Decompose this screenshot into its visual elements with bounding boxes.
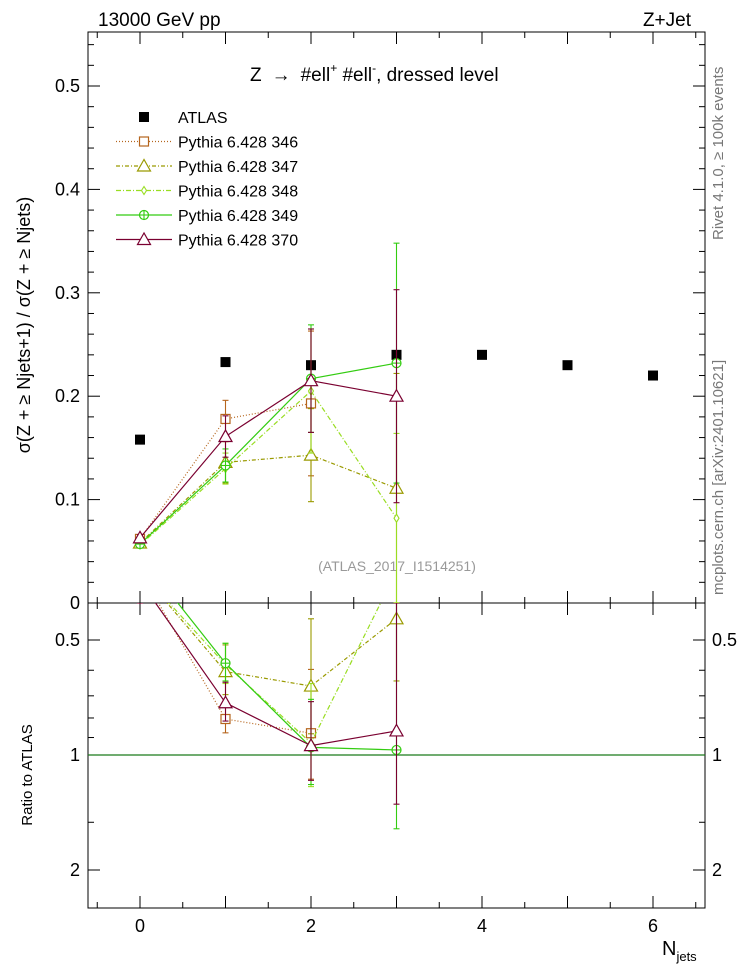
main-series-line: [139, 390, 397, 546]
energy-label: 13000 GeV pp: [98, 10, 221, 31]
y-axis-label-ratio: Ratio to ATLAS: [19, 724, 36, 825]
main-data-point: [393, 513, 400, 524]
main-series-line: [139, 454, 397, 544]
ratio-data-point: [138, 567, 143, 575]
ratio-y-tick-label-right: 1: [712, 745, 722, 765]
ratio-y-tick-label: 1: [70, 745, 80, 765]
ratio-y-tick-label-right: 2: [712, 860, 722, 880]
y-tick-label: 0.5: [55, 76, 80, 96]
main-data-point: [303, 372, 319, 387]
main-series-5: [132, 289, 405, 544]
legend: ATLAS Pythia 6.428 346 Pythia 6.428 347 Pyt…: [116, 110, 298, 250]
ratio-series-layer: [134, 551, 405, 830]
legend-marker: [136, 158, 152, 172]
legend-marker: [140, 185, 148, 196]
main-series-4: [134, 242, 402, 550]
y-tick-label: 0.4: [55, 179, 80, 199]
rivet-label: Rivet 4.1.0, ≥ 100k events: [710, 67, 727, 240]
ratio-series-line: [154, 603, 397, 747]
ratio-data-point: [303, 737, 319, 752]
main-data-point: [562, 360, 573, 371]
x-tick-label: 4: [477, 916, 487, 936]
ratio-series-4: [134, 574, 405, 805]
x-tick-label: 2: [306, 916, 316, 936]
ratio-series-line: [166, 603, 397, 687]
legend-label: Pythia 6.428 346: [178, 135, 298, 152]
ratio-axis-ticks: 0 2 4 6 0.5 0.5 1 1 2 2: [55, 630, 737, 936]
y-tick-label: 0: [70, 593, 80, 613]
main-data-point: [217, 428, 234, 443]
main-series-line: [139, 362, 397, 545]
ratio-series-3: [136, 551, 402, 830]
ratio-data-point: [220, 658, 231, 669]
ratio-y-tick-label: 0.5: [55, 630, 80, 650]
main-data-point: [648, 370, 658, 381]
ratio-data-point: [134, 574, 147, 586]
main-data-point: [135, 434, 145, 445]
y-tick-label: 0.1: [55, 490, 80, 510]
main-series-line: [139, 380, 397, 539]
ratio-data-point: [136, 551, 145, 560]
legend-entry: Pythia 6.428 349: [116, 208, 298, 225]
main-axis-ticks: 0 0.1 0.2 0.3 0.4 0.5: [55, 32, 705, 908]
legend-label: ATLAS: [178, 110, 228, 127]
x-tick-label: 0: [135, 916, 145, 936]
ratio-y-tick-label-right: 0.5: [712, 630, 737, 650]
ratio-series-line: [177, 603, 397, 751]
legend-entry: Pythia 6.428 347: [116, 158, 298, 176]
x-axis-label: Njets: [662, 938, 697, 964]
mcplots-label: mcplots.cern.ch [arXiv:2401.10621]: [710, 360, 727, 595]
legend-entry: Pythia 6.428 370: [116, 231, 298, 250]
legend-label: Pythia 6.428 349: [178, 208, 298, 225]
main-data-point: [388, 388, 405, 402]
main-data-point: [477, 349, 487, 360]
ratio-data-point: [388, 723, 405, 737]
ratio-data-point: [134, 565, 147, 577]
legend-marker: [138, 209, 150, 221]
main-data-point: [132, 530, 148, 544]
legend-marker: [136, 231, 152, 246]
legend-marker: [139, 112, 149, 122]
legend-marker: [138, 136, 150, 147]
ratio-series-1: [134, 565, 405, 735]
main-series-layer: [132, 242, 658, 604]
ratio-data-point: [136, 567, 145, 576]
legend-entry: Pythia 6.428 346: [116, 135, 298, 152]
x-tick-label: 6: [648, 916, 658, 936]
legend-entry: ATLAS: [139, 110, 228, 127]
legend-label: Pythia 6.428 347: [178, 159, 298, 176]
y-axis-label-main: σ(Z + ≥ Njets+1) / σ(Z + ≥ Njets): [14, 197, 34, 454]
y-tick-label: 0.3: [55, 283, 80, 303]
legend-entry: Pythia 6.428 348: [116, 184, 298, 201]
ratio-series-line: [157, 603, 312, 734]
legend-label: Pythia 6.428 348: [178, 184, 298, 201]
main-data-point: [220, 460, 231, 471]
legend-label: Pythia 6.428 370: [178, 233, 298, 250]
ratio-y-tick-label: 2: [70, 860, 80, 880]
ratio-data-point: [217, 695, 234, 709]
main-data-point: [220, 357, 231, 368]
y-tick-label: 0.2: [55, 386, 80, 406]
plot-title: Z → #ell+ #ell-, dressed level: [250, 61, 499, 86]
ratio-series-line: [168, 603, 382, 744]
main-data-point: [303, 447, 319, 461]
process-label: Z+Jet: [643, 10, 692, 31]
